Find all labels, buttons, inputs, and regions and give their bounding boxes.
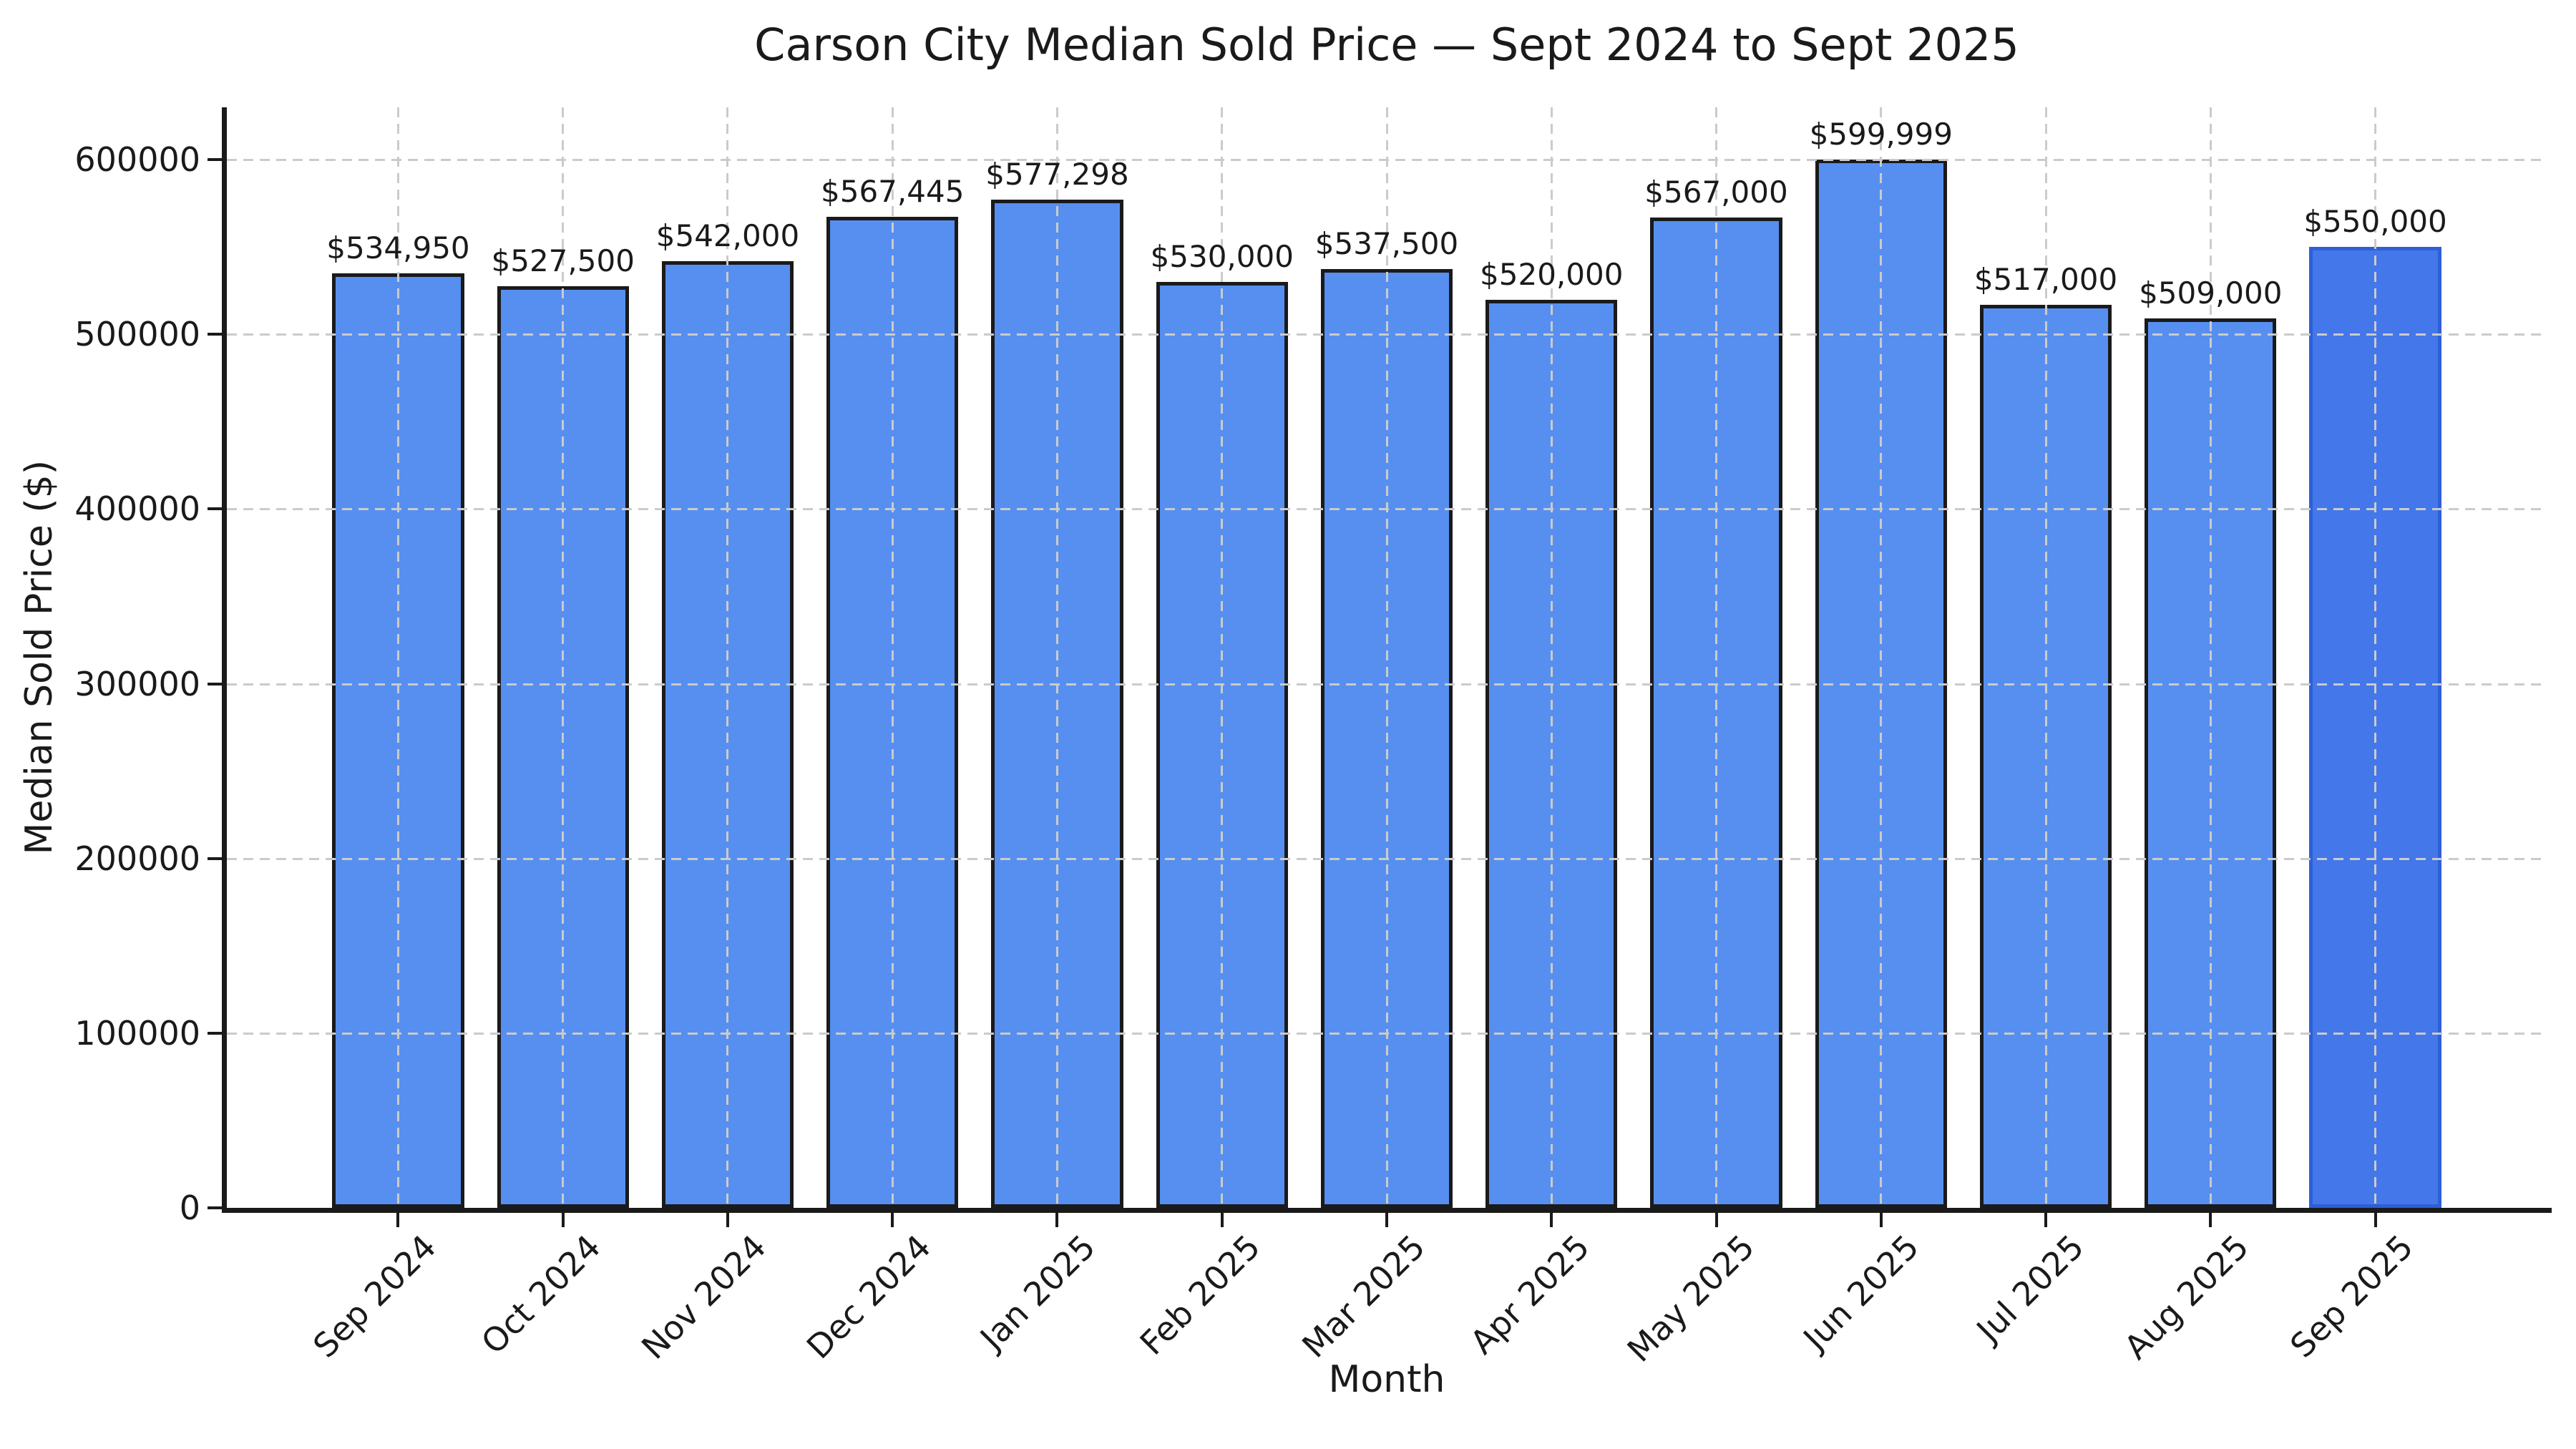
bar-value-label: $530,000 xyxy=(1150,238,1294,274)
x-tick-mark xyxy=(726,1213,729,1227)
y-axis-spine xyxy=(222,107,227,1213)
bar-value-label: $599,999 xyxy=(1809,117,1953,152)
y-tick-label: 100000 xyxy=(74,1013,200,1053)
x-tick-label-text: Apr 2025 xyxy=(1463,1227,1597,1362)
x-tick-label-text: Dec 2024 xyxy=(799,1227,938,1367)
x-tick-mark xyxy=(561,1213,565,1227)
x-tick-mark xyxy=(1714,1213,1718,1227)
bar-value-label: $527,500 xyxy=(491,243,635,279)
bar-value-label: $577,298 xyxy=(985,156,1129,192)
y-tick-mark xyxy=(208,1031,222,1035)
x-tick-label-text: Sep 2025 xyxy=(2283,1227,2421,1365)
x-tick-label-text: Feb 2025 xyxy=(1132,1227,1268,1363)
x-tick-label-text: Jul 2025 xyxy=(1968,1227,2092,1350)
x-tick-mark xyxy=(396,1213,400,1227)
y-tick-label: 500000 xyxy=(74,315,200,354)
y-tick-mark xyxy=(208,682,222,686)
y-tick-label: 200000 xyxy=(74,839,200,878)
y-tick-label: 600000 xyxy=(74,140,200,180)
bar-value-label: $567,000 xyxy=(1644,174,1788,210)
x-tick-mark xyxy=(2373,1213,2377,1227)
x-tick-label-text: Mar 2025 xyxy=(1294,1227,1433,1365)
vertical-gridline xyxy=(726,107,729,1208)
vertical-gridline xyxy=(1550,107,1553,1208)
x-tick-label-text: Aug 2025 xyxy=(2116,1227,2256,1367)
bar-value-label: $534,950 xyxy=(326,230,470,265)
vertical-gridline xyxy=(1880,107,1883,1208)
bar-value-label: $520,000 xyxy=(1480,256,1624,292)
plot-area: $534,950 $527,500 $542,000 $567,445 $577,298… xyxy=(227,107,2547,1208)
y-tick-label: 400000 xyxy=(74,489,200,529)
bar-value-label: $509,000 xyxy=(2139,275,2283,311)
x-tick-mark xyxy=(1220,1213,1224,1227)
bar-value-label: $537,500 xyxy=(1314,225,1459,261)
vertical-gridline xyxy=(562,107,565,1208)
x-tick-mark xyxy=(2209,1213,2212,1227)
bar-value-label: $550,000 xyxy=(2303,204,2447,240)
vertical-gridline xyxy=(891,107,894,1208)
y-tick-label: 0 xyxy=(179,1189,200,1227)
x-tick-label-text: Jun 2025 xyxy=(1795,1227,1927,1358)
bar-value-label: $542,000 xyxy=(655,218,800,253)
bar-value-label: $517,000 xyxy=(1974,261,2118,297)
vertical-gridline xyxy=(2209,107,2212,1208)
vertical-gridline xyxy=(2374,107,2377,1208)
y-tick-mark xyxy=(208,158,222,162)
y-tick-mark xyxy=(208,1206,222,1209)
x-tick-mark xyxy=(1550,1213,1553,1227)
x-tick-mark xyxy=(1385,1213,1388,1227)
bar-value-label: $567,445 xyxy=(821,173,965,209)
x-tick-label-text: May 2025 xyxy=(1619,1227,1762,1370)
x-axis-label: Month xyxy=(1328,1358,1445,1401)
chart-title: Carson City Median Sold Price — Sept 202… xyxy=(754,19,2019,71)
vertical-gridline xyxy=(1055,107,1058,1208)
vertical-gridline xyxy=(1715,107,1717,1208)
x-tick-label-text: Jan 2025 xyxy=(972,1227,1103,1357)
x-axis-spine xyxy=(222,1208,2552,1213)
x-tick-label-text: Oct 2024 xyxy=(474,1227,609,1362)
x-tick-label-text: Sep 2024 xyxy=(306,1227,444,1365)
vertical-gridline xyxy=(396,107,399,1208)
y-tick-label: 300000 xyxy=(74,664,200,703)
y-tick-mark xyxy=(208,507,222,511)
vertical-gridline xyxy=(2044,107,2047,1208)
x-tick-mark xyxy=(1879,1213,1883,1227)
vertical-gridline xyxy=(1385,107,1388,1208)
x-tick-mark xyxy=(1055,1213,1059,1227)
y-tick-mark xyxy=(208,857,222,860)
vertical-gridline xyxy=(1221,107,1224,1208)
x-tick-mark xyxy=(891,1213,894,1227)
x-tick-mark xyxy=(2044,1213,2048,1227)
y-tick-mark xyxy=(208,333,222,336)
x-tick-label-text: Nov 2024 xyxy=(633,1227,774,1367)
